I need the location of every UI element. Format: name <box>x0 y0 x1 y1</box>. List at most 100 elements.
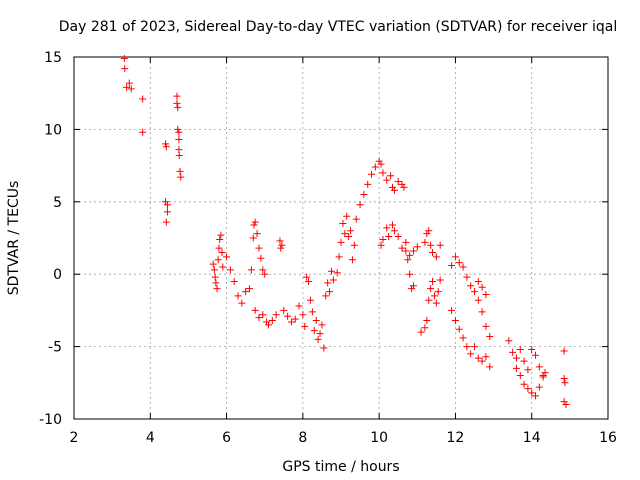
data-point <box>217 231 225 239</box>
data-point <box>402 238 410 246</box>
data-point <box>402 247 410 255</box>
data-point <box>335 253 343 261</box>
data-point <box>390 186 398 194</box>
data-point <box>482 290 490 298</box>
x-tick-label: 14 <box>523 430 541 446</box>
data-point <box>268 317 276 325</box>
data-point <box>455 259 463 267</box>
data-point <box>121 65 129 73</box>
data-point <box>356 201 364 209</box>
data-point <box>174 104 182 112</box>
data-point <box>421 324 429 332</box>
data-point <box>280 306 288 314</box>
data-point <box>509 348 517 356</box>
data-point <box>379 169 387 177</box>
data-point <box>398 244 406 252</box>
data-point <box>163 201 171 209</box>
data-point <box>471 288 478 296</box>
data-point <box>291 315 299 323</box>
data-point <box>388 221 396 229</box>
data-point <box>341 230 349 238</box>
data-point <box>250 221 258 229</box>
data-point <box>524 385 532 393</box>
chart-title: Day 281 of 2023, Sidereal Day-to-day VTE… <box>59 19 617 35</box>
data-point <box>238 299 246 307</box>
data-point <box>329 276 337 284</box>
data-point <box>467 282 475 290</box>
data-point <box>524 366 532 374</box>
data-point <box>474 354 482 362</box>
data-point <box>368 170 376 178</box>
y-tick-label: -10 <box>39 412 62 428</box>
data-point <box>560 374 568 382</box>
data-point <box>478 357 486 365</box>
data-point <box>448 262 456 270</box>
data-point <box>512 354 520 362</box>
data-point <box>174 125 182 133</box>
data-point <box>175 151 183 159</box>
data-point <box>348 256 356 264</box>
data-point <box>347 227 355 235</box>
data-point <box>242 288 250 296</box>
data-point <box>532 392 540 400</box>
data-point <box>265 321 273 329</box>
data-point <box>177 173 185 181</box>
x-tick-label: 10 <box>370 430 388 446</box>
data-point <box>326 288 334 296</box>
data-point <box>421 238 429 246</box>
data-point <box>303 273 311 281</box>
data-point <box>467 350 475 358</box>
data-point <box>455 325 463 333</box>
data-point <box>215 244 223 252</box>
data-point <box>324 279 332 287</box>
data-point <box>277 244 285 252</box>
x-tick-label: 16 <box>599 430 617 446</box>
data-point <box>406 270 414 278</box>
data-point <box>532 351 540 359</box>
data-point <box>212 279 220 287</box>
data-point <box>535 383 543 391</box>
data-point <box>216 235 224 243</box>
data-point <box>371 163 379 171</box>
data-point <box>409 247 417 255</box>
data-point <box>249 234 257 242</box>
data-point <box>247 266 255 274</box>
data-point <box>162 143 170 151</box>
data-point <box>175 136 183 144</box>
data-point <box>482 322 490 330</box>
data-point <box>516 372 524 380</box>
data-point <box>272 311 280 319</box>
data-point <box>482 353 490 361</box>
data-point <box>251 218 259 226</box>
x-tick-label: 8 <box>298 430 307 446</box>
data-point <box>383 176 391 184</box>
y-tick-label: 0 <box>53 267 62 283</box>
data-point <box>432 253 440 261</box>
data-point <box>394 178 402 186</box>
data-point <box>463 343 471 351</box>
data-point <box>417 328 425 336</box>
data-point <box>127 85 135 93</box>
data-point <box>520 357 528 365</box>
data-point <box>245 285 253 293</box>
data-points <box>120 54 570 409</box>
data-point <box>434 288 442 296</box>
data-point <box>305 277 313 285</box>
data-point <box>451 317 459 325</box>
data-point <box>287 318 295 326</box>
data-point <box>320 344 328 352</box>
data-point <box>223 253 231 261</box>
data-point <box>350 241 358 249</box>
data-point <box>379 235 387 243</box>
data-point <box>219 263 227 271</box>
data-point <box>516 345 524 353</box>
data-point <box>448 306 456 314</box>
data-point <box>255 244 263 252</box>
plot-frame <box>73 56 609 420</box>
data-point <box>360 191 368 199</box>
grid <box>74 57 608 419</box>
data-point <box>423 317 431 325</box>
data-point <box>427 285 435 293</box>
data-point <box>430 292 438 300</box>
data-point <box>218 248 226 256</box>
